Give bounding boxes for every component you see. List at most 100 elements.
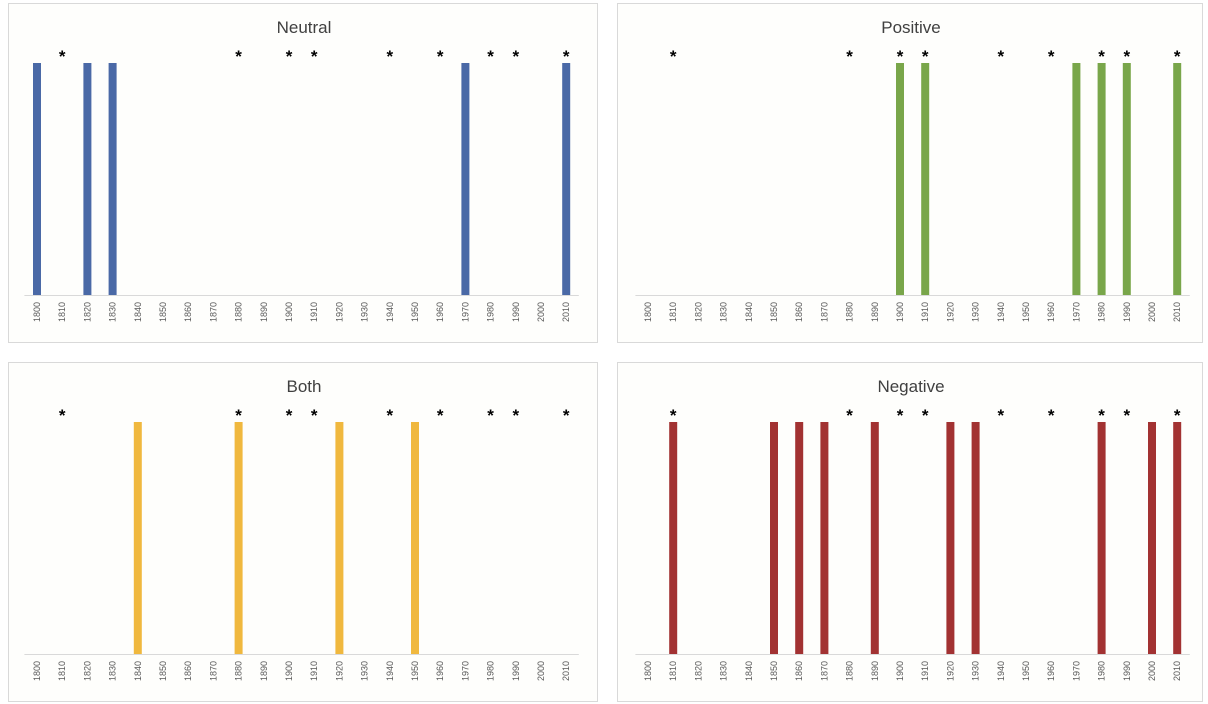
star-marker-1980: * (487, 47, 494, 66)
chart-panel-negative: Negative 1800 1810 1820 1830 1840 1850 1860 1870… (617, 362, 1203, 702)
tick-label-1920: 1920 (945, 302, 955, 322)
tick-label-1810: 1810 (57, 661, 67, 681)
tick-label-1880: 1880 (234, 302, 244, 322)
star-marker-1990: * (1123, 47, 1130, 66)
bar-1930 (971, 422, 980, 654)
bar-1980 (1097, 422, 1106, 654)
bar-1810 (669, 422, 678, 654)
star-marker-1980: * (1098, 47, 1105, 66)
tick-label-1810: 1810 (57, 302, 67, 322)
star-marker-1810: * (59, 406, 66, 425)
star-marker-1900: * (897, 406, 904, 425)
tick-label-2010: 2010 (1172, 302, 1182, 322)
tick-label-1900: 1900 (284, 661, 294, 681)
tick-label-1900: 1900 (895, 302, 905, 322)
bar-2010 (1173, 422, 1182, 654)
tick-label-1970: 1970 (460, 302, 470, 322)
bar-1800 (33, 63, 41, 295)
tick-label-1950: 1950 (410, 302, 420, 322)
tick-label-1800: 1800 (32, 302, 42, 322)
tick-label-1990: 1990 (1122, 302, 1132, 322)
star-marker-1940: * (997, 406, 1004, 425)
chart-title: Positive (881, 18, 941, 37)
tick-label-1960: 1960 (1046, 302, 1056, 322)
tick-label-1940: 1940 (996, 661, 1006, 681)
star-marker-1900: * (286, 406, 293, 425)
star-marker-1880: * (235, 406, 242, 425)
tick-label-1800: 1800 (643, 302, 653, 322)
tick-label-2010: 2010 (1172, 661, 1182, 681)
tick-label-1830: 1830 (719, 302, 729, 322)
bar-1870 (820, 422, 829, 654)
chart-panel-both: Both 1800 1810 1820 1830 1840 1850 1860 1870 1880… (8, 362, 598, 702)
chart-title: Both (287, 377, 322, 396)
tick-label-1880: 1880 (845, 661, 855, 681)
chart-svg: Positive 1800 1810 1820 1830 1840 1850 1860 1870… (635, 18, 1190, 322)
bar-1920 (335, 422, 344, 654)
tick-label-1880: 1880 (234, 661, 244, 681)
tick-label-1910: 1910 (920, 302, 930, 322)
bar-1970 (461, 63, 470, 295)
chart-svg: Neutral 1800 1810 1820 1830 1840 1850 1860 1870 1… (24, 18, 579, 322)
star-marker-2010: * (1174, 47, 1181, 66)
tick-label-1960: 1960 (435, 302, 445, 322)
bar-1830 (108, 63, 117, 295)
star-marker-1810: * (670, 47, 677, 66)
star-marker-1900: * (286, 47, 293, 66)
tick-label-1800: 1800 (643, 661, 653, 681)
chart-title: Negative (877, 377, 944, 396)
bar-1990 (1122, 63, 1131, 295)
chart-svg: Negative 1800 1810 1820 1830 1840 1850 1860 1870… (635, 377, 1190, 681)
tick-label-2000: 2000 (536, 661, 546, 681)
chart-panel-positive: Positive 1800 1810 1820 1830 1840 1850 1860 1870… (617, 3, 1203, 343)
bar-1910 (921, 63, 930, 295)
star-marker-1810: * (670, 406, 677, 425)
bar-1820 (83, 63, 92, 295)
bar-2010 (562, 63, 571, 295)
tick-label-1920: 1920 (334, 661, 344, 681)
star-marker-1910: * (922, 47, 929, 66)
tick-label-1910: 1910 (309, 661, 319, 681)
tick-label-1870: 1870 (819, 302, 829, 322)
tick-label-1910: 1910 (920, 661, 930, 681)
tick-label-1900: 1900 (895, 661, 905, 681)
star-marker-1990: * (1123, 406, 1130, 425)
tick-label-1870: 1870 (208, 302, 218, 322)
tick-label-1800: 1800 (32, 661, 42, 681)
star-marker-1810: * (59, 47, 66, 66)
tick-label-1850: 1850 (769, 661, 779, 681)
tick-label-1960: 1960 (435, 661, 445, 681)
tick-label-1950: 1950 (410, 661, 420, 681)
tick-label-1930: 1930 (971, 302, 981, 322)
tick-label-1890: 1890 (259, 661, 269, 681)
star-marker-1910: * (922, 406, 929, 425)
tick-label-1860: 1860 (183, 302, 193, 322)
star-marker-1990: * (512, 406, 519, 425)
star-marker-1880: * (235, 47, 242, 66)
tick-label-1850: 1850 (769, 302, 779, 322)
tick-label-1980: 1980 (486, 302, 496, 322)
star-marker-1940: * (386, 406, 393, 425)
star-marker-1910: * (311, 47, 318, 66)
bar-1980 (1097, 63, 1106, 295)
star-marker-1880: * (846, 47, 853, 66)
tick-label-1940: 1940 (385, 302, 395, 322)
tick-label-1820: 1820 (82, 302, 92, 322)
tick-label-1910: 1910 (309, 302, 319, 322)
tick-label-1890: 1890 (870, 661, 880, 681)
bar-1950 (411, 422, 419, 654)
tick-label-1830: 1830 (719, 661, 729, 681)
tick-label-1810: 1810 (668, 302, 678, 322)
tick-label-1980: 1980 (1097, 302, 1107, 322)
tick-label-1840: 1840 (133, 302, 143, 322)
tick-label-1850: 1850 (158, 661, 168, 681)
tick-label-1810: 1810 (668, 661, 678, 681)
chart-title: Neutral (277, 18, 332, 37)
tick-label-1930: 1930 (360, 661, 370, 681)
tick-label-1990: 1990 (511, 661, 521, 681)
star-marker-1910: * (311, 406, 318, 425)
tick-label-1880: 1880 (845, 302, 855, 322)
bar-1850 (770, 422, 778, 654)
tick-label-2010: 2010 (561, 661, 571, 681)
tick-label-1830: 1830 (108, 302, 118, 322)
